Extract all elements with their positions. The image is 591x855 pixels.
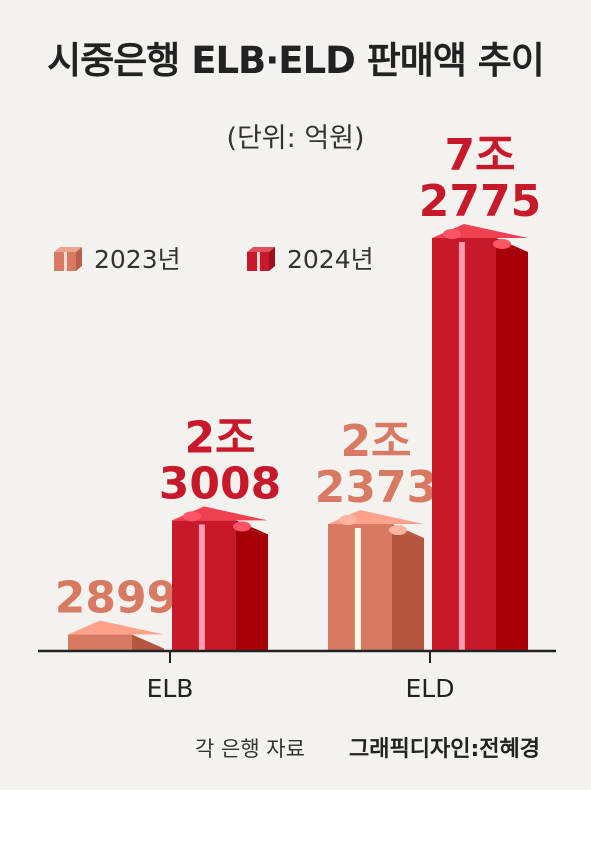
legend-swatch-2023-icon <box>54 247 82 271</box>
legend-swatch-2024-icon <box>247 247 275 271</box>
legend-item-2024: 2024년 <box>245 240 374 276</box>
source-note: 각 은행 자료 <box>195 737 305 761</box>
legend-label-2024: 2024년 <box>287 245 374 274</box>
graphic-credit: 그래픽디자인:전혜경 <box>349 737 540 762</box>
chart-title: 시중은행 ELB·ELD 판매액 추이 <box>47 39 545 82</box>
data-label-eld-2024-line1: 2775 <box>419 176 541 227</box>
x-label-elb: ELB <box>147 674 194 703</box>
unit-label: (단위: 억원) <box>226 123 365 154</box>
data-label-eld-2023-line0: 2조 <box>340 416 411 467</box>
data-label-elb-2023-line0: 2899 <box>55 573 177 624</box>
legend-label-2023: 2023년 <box>94 245 181 274</box>
data-label-elb-2024-line1: 3008 <box>159 458 281 509</box>
bar-eld-2024 <box>432 224 528 651</box>
bar-elb-2023 <box>68 620 164 651</box>
data-label-eld-2023-line1: 2373 <box>315 462 437 513</box>
chart-card: 시중은행 ELB·ELD 판매액 추이 (단위: 억원) 2023년 2024년… <box>0 0 591 790</box>
bar-eld-2023 <box>328 510 424 651</box>
bar-elb-2024 <box>172 506 268 651</box>
x-label-eld: ELD <box>406 674 455 703</box>
data-label-eld-2024-line0: 7조 <box>444 130 515 181</box>
data-label-elb-2024-line0: 2조 <box>184 412 255 463</box>
legend-item-2023: 2023년 <box>52 240 181 276</box>
